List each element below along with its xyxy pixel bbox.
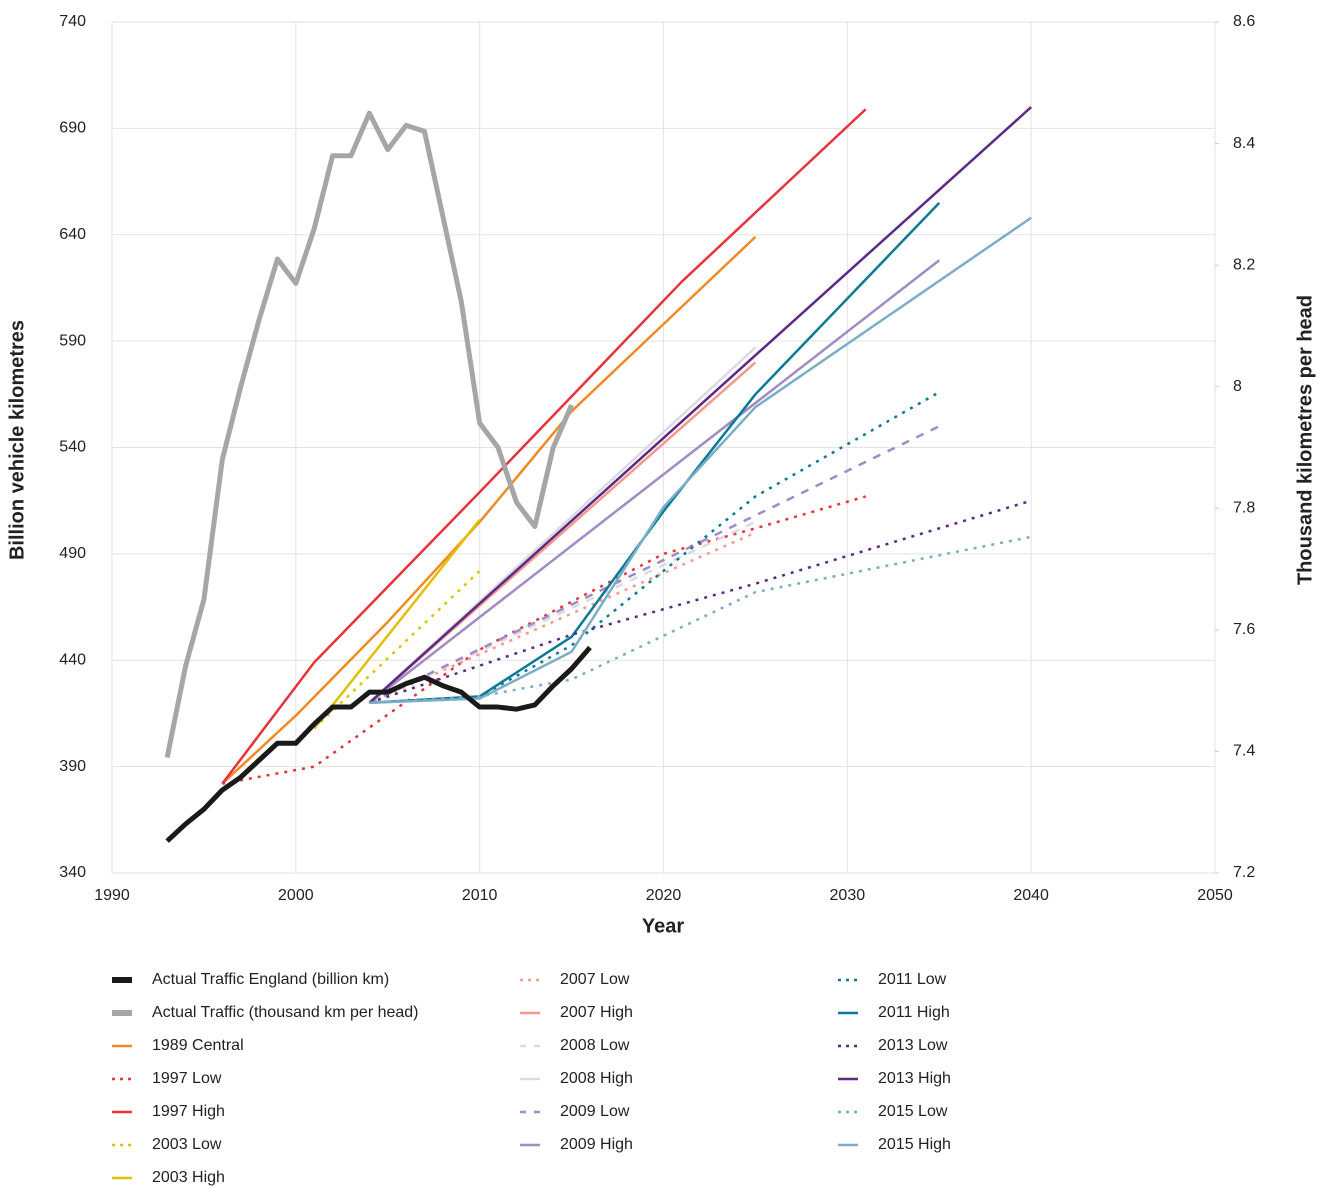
legend-label: 1997 High [152,1103,225,1120]
legend-label: 2011 High [878,1004,950,1021]
x-tick-label: 2040 [1013,887,1049,904]
y-tick-label: 590 [59,332,86,349]
legend-label: 2009 High [560,1136,633,1153]
series-line [313,569,481,730]
y2-tick-label: 7.6 [1233,621,1255,638]
y-tick-label: 440 [59,651,86,668]
y2-tick-label: 8.4 [1233,135,1255,152]
legend-item: 2003 High [112,1169,225,1186]
x-axis-title: Year [642,915,684,937]
x-tick-label: 2020 [646,887,682,904]
legend-label: 2015 Low [878,1103,948,1120]
y2-tick-label: 7.8 [1233,500,1255,517]
y-axis-title: Billion vehicle kilometres [6,320,28,560]
x-tick-label: 2000 [278,887,314,904]
legend-label: 1989 Central [152,1037,244,1054]
legend-item: 2015 High [838,1136,951,1153]
y-tick-label: 490 [59,545,86,562]
legend-item: 2013 Low [838,1037,948,1054]
y-tick-label: 740 [59,13,86,30]
legend-label: 2003 High [152,1169,225,1186]
y-tick-label: 640 [59,226,86,243]
legend-item: 2003 Low [112,1136,222,1153]
legend-item: Actual Traffic (thousand km per head) [112,1004,419,1021]
series-line [221,235,757,785]
legend-label: Actual Traffic (thousand km per head) [152,1004,419,1021]
legend-item: 2011 Low [838,971,947,988]
legend-item: 2008 High [520,1070,633,1087]
y2-tick-label: 8.2 [1233,256,1255,273]
series-line [368,425,940,704]
legend-item: 2009 High [520,1136,633,1153]
legend-label: 2013 Low [878,1037,948,1054]
legend-item: 2007 Low [520,971,630,988]
y-tick-label: 390 [59,758,86,775]
legend-item: 2008 Low [520,1037,630,1054]
legend-label: 2011 Low [878,971,947,988]
y2-tick-label: 7.4 [1233,743,1255,760]
legend-item: 2011 High [838,1004,950,1021]
legend-item: 2009 Low [520,1103,630,1120]
x-tick-label: 2050 [1197,887,1233,904]
legend-item: 2007 High [520,1004,633,1021]
y2-axis-title: Thousand kilometres per head [1294,295,1316,585]
legend-label: 2008 High [560,1070,633,1087]
series-line [165,645,592,843]
series-line [369,535,1032,705]
x-tick-label: 2030 [830,887,866,904]
series-line [222,495,867,785]
y-tick-label: 690 [59,120,86,137]
legend-label: 2013 High [878,1070,951,1087]
y2-tick-label: 8 [1233,378,1242,395]
y-tick-label: 340 [59,864,86,881]
y2-tick-label: 7.2 [1233,864,1255,881]
legend-item: 2015 Low [838,1103,948,1120]
series-line [164,110,574,759]
legend-item: 1997 Low [112,1070,222,1087]
x-tick-label: 2010 [462,887,498,904]
y2-tick-label: 8.6 [1233,13,1255,30]
series-line [368,106,1033,704]
series-line [221,108,867,785]
series-line [313,519,481,730]
x-tick-label: 1990 [94,887,130,904]
legend-item: 2013 High [838,1070,951,1087]
legend-label: 2003 Low [152,1136,222,1153]
legend-item: 1989 Central [112,1037,244,1054]
series-line [368,499,1032,704]
legend-label: 1997 Low [152,1070,222,1087]
legend-item: 1997 High [112,1103,225,1120]
legend-label: 2015 High [878,1136,951,1153]
legend-label: 2009 Low [560,1103,630,1120]
series-line [369,216,1032,705]
legend-label: 2007 High [560,1004,633,1021]
series-line [368,259,941,704]
y-tick-label: 540 [59,439,86,456]
legend-label: 2007 Low [560,971,630,988]
legend-label: Actual Traffic England (billion km) [152,971,389,988]
legend-label: 2008 Low [560,1037,630,1054]
series-line [368,531,756,704]
legend-item: Actual Traffic England (billion km) [112,971,389,988]
